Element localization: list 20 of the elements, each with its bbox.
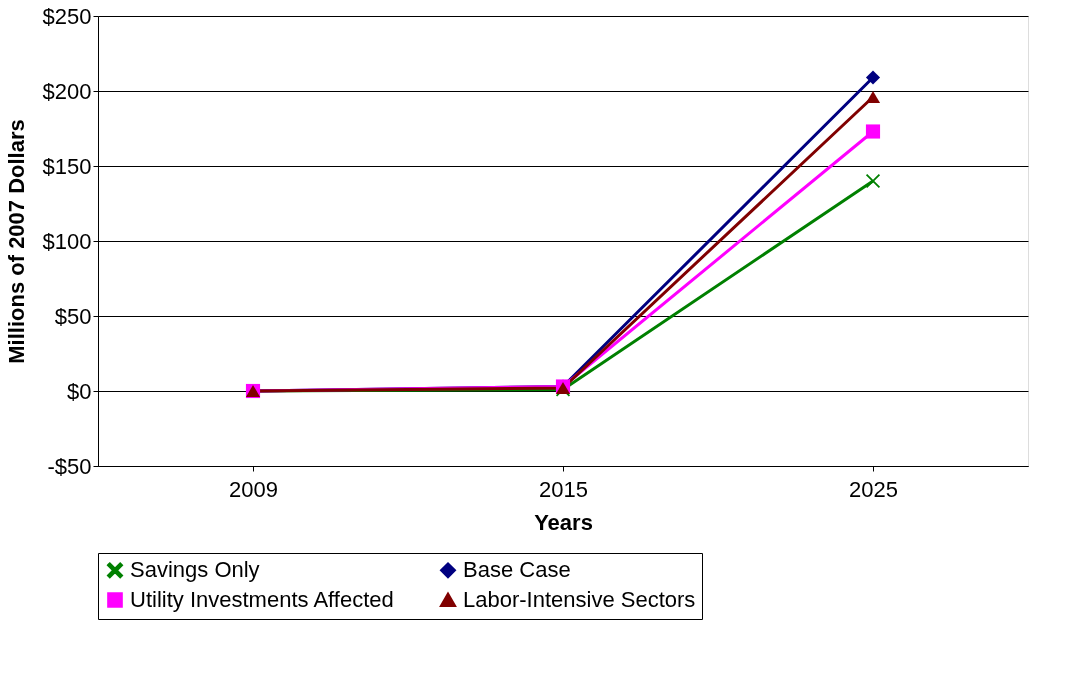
legend-label: Labor-Intensive Sectors <box>463 587 696 612</box>
y-tick-label: $200 <box>42 78 92 104</box>
legend-label: Savings Only <box>130 557 260 583</box>
y-tick-label: $50 <box>54 303 92 329</box>
legend-label: Utility Investments Affected <box>130 587 394 612</box>
x-tick-label: 2009 <box>229 476 278 502</box>
point <box>865 173 881 189</box>
y-tick-label: $0 <box>67 378 92 404</box>
point <box>865 90 881 104</box>
y-axis-title: Millions of 2007 Dollars <box>3 119 29 364</box>
y-tick-label: $100 <box>42 228 92 254</box>
x-axis-title: Years <box>534 509 593 535</box>
legend-label: Base Case <box>463 557 571 583</box>
x-tick-label: 2015 <box>539 476 588 502</box>
y-tick-label: $250 <box>42 3 92 29</box>
y-tick-label: $150 <box>42 153 92 179</box>
point <box>865 70 881 85</box>
x-tick-label: 2025 <box>849 476 898 502</box>
point <box>865 124 881 139</box>
y-tick-label: -$50 <box>47 453 92 479</box>
